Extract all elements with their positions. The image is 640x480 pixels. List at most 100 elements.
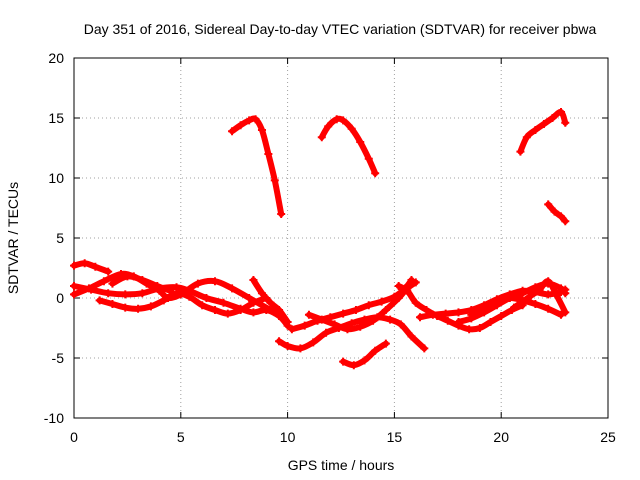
series-trace-arc-5 — [71, 260, 112, 275]
data-series — [70, 108, 570, 370]
data-point — [138, 276, 147, 284]
data-point — [531, 126, 540, 134]
data-point — [518, 289, 527, 298]
data-point — [339, 309, 348, 318]
data-point — [322, 328, 331, 337]
data-point — [121, 290, 130, 299]
data-point — [497, 312, 506, 320]
data-point — [138, 289, 147, 298]
data-point — [84, 284, 93, 293]
data-point — [223, 309, 232, 318]
data-point — [317, 133, 326, 142]
data-point — [228, 284, 237, 293]
x-axis-label: GPS time / hours — [288, 457, 395, 473]
data-point — [330, 320, 339, 329]
data-point — [317, 315, 326, 324]
data-point — [522, 133, 531, 142]
data-point — [369, 316, 378, 325]
data-point — [153, 282, 162, 290]
y-tick-label: 5 — [56, 230, 64, 246]
data-point — [475, 324, 484, 332]
data-point — [394, 282, 403, 290]
data-point — [296, 344, 305, 353]
data-point — [159, 296, 168, 305]
data-point — [371, 169, 380, 178]
series-trace-arc-1 — [229, 115, 285, 217]
data-point — [407, 332, 416, 341]
data-point — [411, 298, 420, 307]
data-point — [257, 289, 266, 298]
data-point — [104, 289, 113, 298]
series-trace-arc-17 — [455, 280, 569, 325]
data-point — [80, 259, 89, 268]
data-point — [236, 306, 245, 314]
data-point — [245, 116, 254, 125]
data-point — [266, 298, 275, 307]
data-point — [347, 124, 356, 133]
y-tick-label: 15 — [48, 110, 64, 126]
data-point — [480, 304, 489, 313]
data-point — [339, 116, 348, 125]
data-point — [99, 277, 108, 286]
series-trace-arc-4 — [545, 201, 569, 225]
data-point — [70, 290, 78, 299]
data-point — [324, 122, 333, 131]
data-point — [146, 302, 155, 311]
data-point — [535, 285, 544, 294]
data-point — [123, 272, 132, 281]
data-point — [486, 318, 495, 326]
data-point — [172, 289, 181, 298]
data-point — [166, 286, 175, 295]
data-point — [544, 277, 553, 286]
data-point — [283, 342, 292, 350]
axis-ticks — [73, 57, 609, 419]
data-point — [531, 300, 540, 308]
data-point — [257, 126, 266, 134]
data-point — [193, 279, 202, 288]
data-point — [441, 309, 450, 318]
data-point — [454, 308, 463, 317]
data-point — [121, 303, 130, 312]
data-point — [249, 308, 258, 317]
data-point — [219, 298, 228, 307]
data-point — [381, 306, 390, 314]
data-point — [411, 278, 420, 287]
series-trace-arc-13 — [306, 279, 419, 333]
data-point — [518, 296, 527, 305]
data-point — [251, 115, 260, 124]
data-point — [351, 306, 360, 314]
data-point — [210, 306, 219, 314]
grid — [74, 58, 608, 418]
data-point — [420, 344, 429, 353]
data-point — [510, 303, 519, 312]
data-point — [343, 325, 352, 334]
x-tick-label: 15 — [387, 429, 403, 445]
data-point — [300, 321, 309, 330]
data-point — [561, 118, 570, 127]
data-point — [275, 337, 284, 346]
data-point — [264, 150, 273, 158]
data-point — [544, 200, 553, 209]
data-point — [360, 356, 369, 365]
x-tick-label: 5 — [177, 429, 185, 445]
data-point — [245, 294, 254, 302]
data-point — [198, 301, 207, 310]
data-point — [270, 176, 279, 185]
data-point — [548, 114, 557, 122]
data-point — [381, 339, 390, 348]
data-point — [403, 286, 412, 295]
data-point — [249, 298, 258, 307]
data-point — [70, 261, 78, 270]
x-tick-label: 0 — [70, 429, 78, 445]
y-tick-label: -10 — [44, 410, 64, 426]
data-point — [364, 154, 373, 163]
data-point — [557, 284, 566, 293]
data-point — [396, 320, 405, 329]
data-point — [210, 277, 219, 286]
data-point — [557, 310, 566, 319]
y-tick-label: 10 — [48, 170, 64, 186]
y-tick-label: 0 — [56, 290, 64, 306]
data-point — [356, 138, 365, 146]
data-point — [505, 294, 514, 302]
